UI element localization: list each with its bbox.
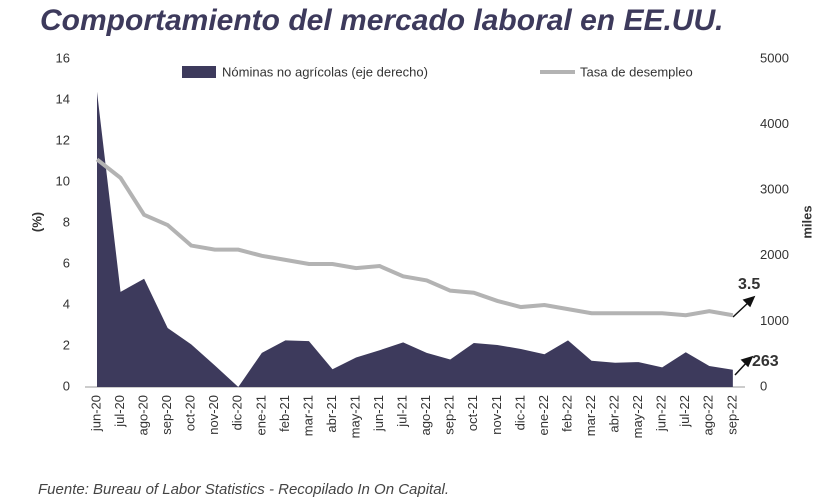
x-tick-label: oct-21 — [465, 395, 480, 431]
x-tick-label: mar-21 — [300, 395, 315, 436]
x-tick-label: feb-21 — [277, 395, 292, 432]
x-tick-label: sep-22 — [724, 395, 739, 435]
x-tick-label: feb-22 — [559, 395, 574, 432]
data-label: 263 — [752, 353, 779, 370]
y2-tick-label: 2000 — [760, 247, 789, 262]
y2-tick-label: 5000 — [760, 50, 789, 65]
y-tick-label: 0 — [63, 378, 70, 393]
y-axis-label: (%) — [29, 212, 44, 232]
x-tick-label: sep-21 — [442, 395, 457, 435]
x-tick-label: nov-20 — [206, 395, 221, 435]
arrows — [732, 295, 756, 376]
x-tick-label: may-21 — [347, 395, 362, 438]
y-tick-label: 14 — [56, 91, 70, 106]
legend-swatch — [182, 66, 216, 78]
x-tick-label: ene-22 — [536, 395, 551, 435]
x-tick-label: jul-22 — [677, 395, 692, 428]
y2-tick-label: 3000 — [760, 182, 789, 197]
x-tick-label: may-22 — [630, 395, 645, 438]
y-tick-label: 16 — [56, 50, 70, 65]
x-tick-label: mar-22 — [583, 395, 598, 436]
legend-label: Tasa de desempleo — [580, 64, 693, 79]
x-tick-label: jun-20 — [88, 395, 103, 432]
y-tick-label: 10 — [56, 173, 70, 188]
arrowhead — [740, 355, 754, 368]
y2-axis-label: miles — [799, 205, 814, 238]
x-tick-label: jun-21 — [371, 395, 386, 432]
area — [97, 91, 733, 388]
y-tick-label: 8 — [63, 214, 70, 229]
x-tick-label: jul-20 — [112, 395, 127, 428]
y2-tick-label: 4000 — [760, 116, 789, 131]
x-tick-label: dic-20 — [230, 395, 245, 430]
y2-tick-label: 1000 — [760, 313, 789, 328]
y-tick-label: 12 — [56, 132, 70, 147]
line — [95, 157, 734, 318]
x-tick-label: ago-22 — [701, 395, 716, 435]
x-tick-label: sep-20 — [159, 395, 174, 435]
source: Fuente: Bureau of Labor Statistics - Rec… — [38, 481, 449, 498]
x-tick-label: jun-22 — [654, 395, 669, 432]
y2-tick-label: 0 — [760, 378, 767, 393]
x-tick-label: abr-22 — [607, 395, 622, 433]
data-label: 3.5 — [738, 276, 760, 293]
y-tick-label: 4 — [63, 296, 70, 311]
chart-title: Comportamiento del mercado laboral en EE… — [40, 4, 723, 37]
legend-label: Nóminas no agrícolas (eje derecho) — [222, 64, 428, 79]
y-tick-label: 6 — [63, 255, 70, 270]
x-tick-label: dic-21 — [512, 395, 527, 430]
x-tick-label: oct-20 — [183, 395, 198, 431]
x-tick-label: ago-21 — [418, 395, 433, 435]
x-tick-label: abr-21 — [324, 395, 339, 433]
arrowhead — [742, 295, 756, 308]
x-tick-label: jul-21 — [395, 395, 410, 428]
y-tick-label: 2 — [63, 337, 70, 352]
x-tick-label: nov-21 — [489, 395, 504, 435]
x-tick-label: ene-21 — [253, 395, 268, 435]
x-tick-label: ago-20 — [136, 395, 151, 435]
